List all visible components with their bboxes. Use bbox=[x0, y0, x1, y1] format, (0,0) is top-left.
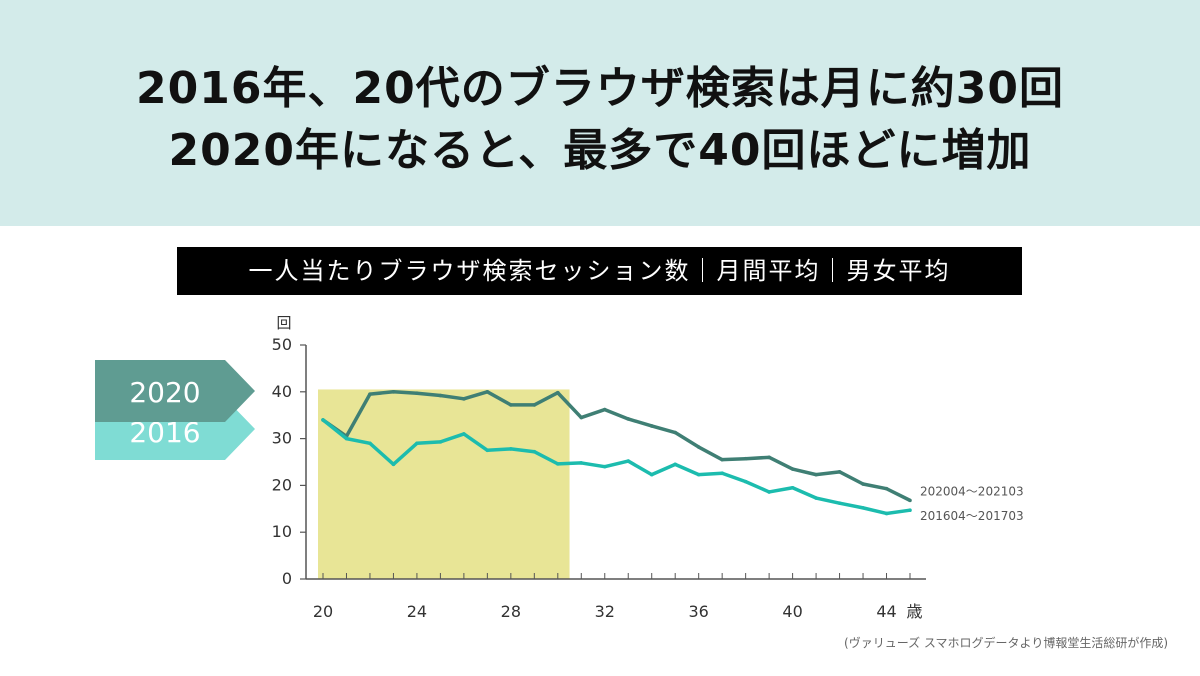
highlight-region bbox=[318, 389, 570, 579]
series-line-0 bbox=[321, 390, 911, 502]
data-point bbox=[556, 390, 560, 395]
data-point bbox=[837, 470, 842, 474]
data-point bbox=[391, 390, 396, 394]
series-line-1 bbox=[321, 418, 911, 516]
y-tick-label: 20 bbox=[272, 475, 292, 494]
data-point bbox=[743, 456, 748, 461]
data-point bbox=[908, 498, 912, 503]
y-axis-unit-label: 回 bbox=[276, 314, 291, 332]
data-point bbox=[720, 457, 724, 462]
data-point bbox=[814, 496, 818, 500]
y-tick-label: 40 bbox=[272, 382, 292, 401]
chart-title: 一人当たりブラウザ検索セッション数｜月間平均｜男女平均 bbox=[177, 247, 1022, 295]
data-point bbox=[790, 467, 795, 471]
data-point bbox=[438, 440, 443, 444]
data-point bbox=[368, 392, 372, 396]
y-tick-label: 50 bbox=[272, 335, 292, 354]
data-point bbox=[861, 482, 865, 486]
data-point bbox=[602, 464, 607, 469]
headline-line-2: 2020年になると、最多で40回ほどに増加 bbox=[168, 125, 1032, 176]
data-point bbox=[767, 490, 771, 494]
data-point bbox=[462, 432, 466, 436]
data-point bbox=[321, 418, 325, 422]
year-badge-label: 2020 bbox=[129, 376, 200, 409]
data-point bbox=[908, 508, 912, 513]
data-point bbox=[767, 455, 771, 460]
x-tick-label: 32 bbox=[595, 602, 615, 621]
data-point bbox=[462, 397, 466, 401]
data-point bbox=[884, 486, 889, 491]
data-point bbox=[415, 441, 419, 446]
data-point bbox=[485, 390, 490, 394]
data-point bbox=[861, 506, 865, 510]
data-point bbox=[790, 485, 795, 490]
year-badge-2020 bbox=[95, 360, 255, 422]
data-point bbox=[579, 461, 584, 465]
data-point bbox=[509, 403, 513, 407]
y-tick-label: 0 bbox=[282, 569, 292, 588]
series-label: 202004～202103 bbox=[920, 484, 1024, 498]
x-tick-label: 36 bbox=[689, 602, 709, 621]
data-point bbox=[532, 449, 537, 454]
data-point bbox=[837, 501, 842, 505]
data-point bbox=[485, 448, 490, 453]
data-point bbox=[814, 472, 818, 477]
y-tick-label: 10 bbox=[272, 522, 292, 541]
data-point bbox=[579, 415, 584, 420]
data-point bbox=[673, 430, 677, 435]
x-tick-label: 40 bbox=[782, 602, 802, 621]
x-tick-label: 20 bbox=[313, 602, 333, 621]
data-point bbox=[649, 424, 654, 428]
y-tick-label: 30 bbox=[272, 429, 292, 448]
data-point bbox=[743, 479, 748, 484]
data-point bbox=[673, 462, 677, 467]
source-note: (ヴァリューズ スマホログデータより博報堂生活総研が作成) bbox=[844, 636, 1168, 650]
data-point bbox=[344, 436, 349, 441]
headline-line-1: 2016年、20代のブラウザ検索は月に約30回 bbox=[136, 63, 1064, 114]
x-axis-unit-label: 歳 bbox=[907, 602, 923, 621]
data-point bbox=[391, 462, 396, 467]
data-point bbox=[438, 393, 443, 398]
data-point bbox=[602, 407, 607, 412]
x-tick-label: 44 bbox=[876, 602, 896, 621]
data-point bbox=[415, 391, 419, 396]
x-tick-label: 28 bbox=[501, 602, 521, 621]
data-point bbox=[556, 462, 560, 466]
data-point bbox=[626, 417, 631, 421]
data-point bbox=[532, 403, 537, 407]
data-point bbox=[368, 441, 372, 446]
series-label: 201604～201703 bbox=[920, 509, 1024, 523]
data-point bbox=[720, 471, 724, 476]
data-point bbox=[649, 472, 654, 477]
data-point bbox=[884, 511, 889, 516]
data-point bbox=[626, 459, 631, 463]
data-point bbox=[696, 445, 701, 449]
x-tick-label: 24 bbox=[407, 602, 427, 621]
data-point bbox=[509, 447, 513, 451]
header-banner: 2016年、20代のブラウザ検索は月に約30回 2020年になると、最多で40回… bbox=[0, 0, 1200, 226]
data-point bbox=[696, 472, 701, 477]
